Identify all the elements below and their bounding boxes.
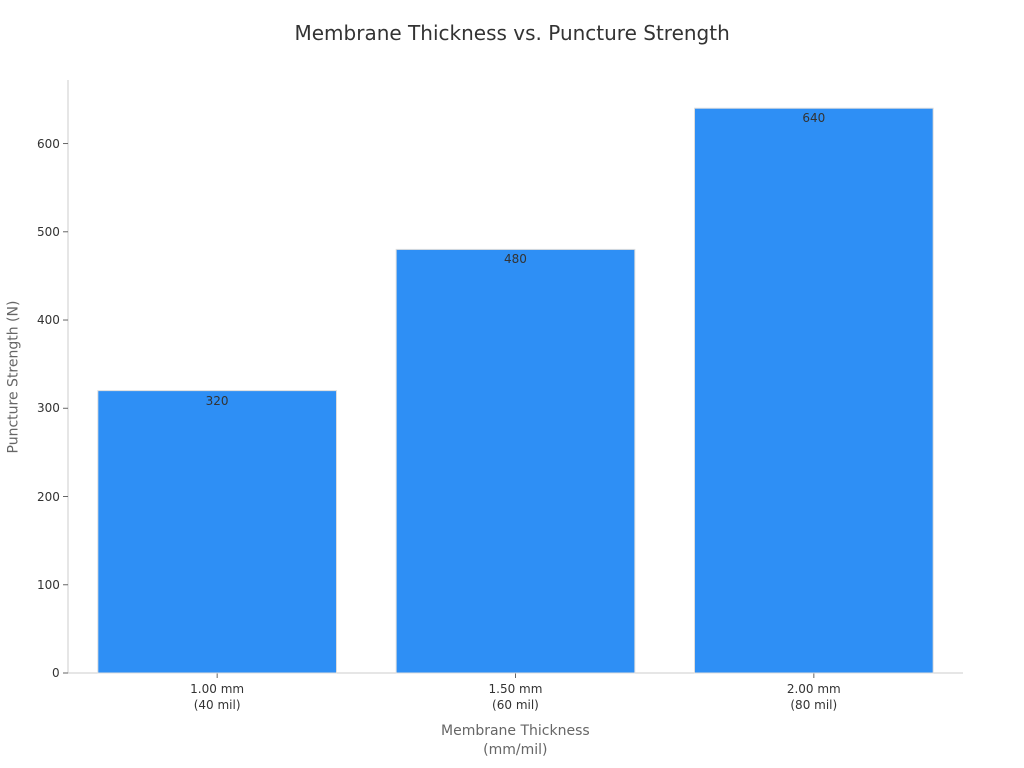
- x-axis-label: Membrane Thickness (mm/mil): [441, 723, 590, 758]
- y-tick-label: 500: [37, 224, 60, 239]
- x-tick-label: 2.00 mm (80 mil): [786, 682, 841, 712]
- value-label: 320: [205, 393, 229, 408]
- y-tick-label: 400: [37, 313, 60, 328]
- y-axis-label: Puncture Strength (N): [4, 300, 21, 453]
- x-tick-label: 1.00 mm (40 mil): [190, 682, 245, 712]
- bar: [694, 107, 934, 674]
- bar: [395, 248, 636, 674]
- y-tick-label: 200: [37, 489, 60, 504]
- value-label: 480: [504, 252, 527, 267]
- y-tick-label: 0: [52, 666, 60, 680]
- chart-title: Membrane Thickness vs. Puncture Strength: [294, 21, 730, 45]
- y-tick-label: 100: [37, 577, 60, 592]
- y-tick-label: 600: [37, 136, 60, 151]
- bar: [97, 390, 338, 674]
- y-tick-label: 300: [37, 401, 60, 416]
- value-label: 640: [802, 111, 826, 126]
- x-tick-label: 1.50 mm (60 mil): [488, 682, 543, 712]
